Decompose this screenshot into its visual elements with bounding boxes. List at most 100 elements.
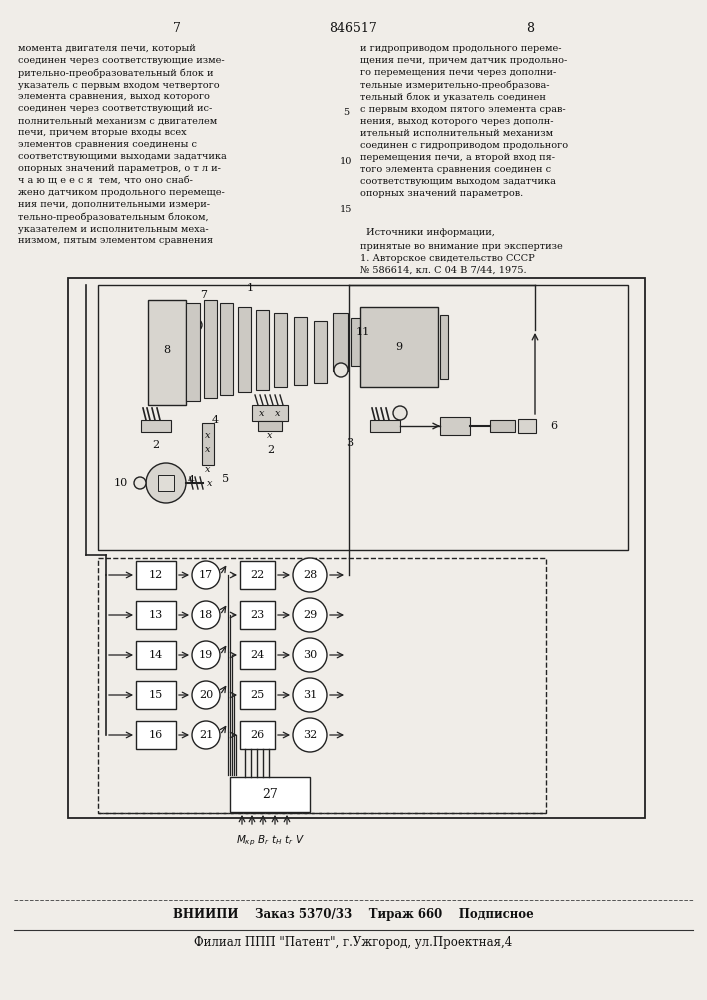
Circle shape	[190, 319, 202, 331]
Text: 13: 13	[149, 610, 163, 620]
Bar	[314, 321, 327, 383]
Bar	[240, 641, 275, 669]
Text: 6: 6	[550, 421, 557, 431]
Text: 2: 2	[267, 445, 274, 455]
Bar	[240, 721, 275, 749]
Text: ВНИИПИ    Заказ 5370/33    Тираж 660    Подписное: ВНИИПИ Заказ 5370/33 Тираж 660 Подписное	[173, 908, 533, 921]
Text: 22: 22	[250, 570, 264, 580]
Text: 28: 28	[303, 570, 317, 580]
Text: x: x	[259, 408, 264, 418]
Text: x: x	[207, 479, 213, 488]
Text: 32: 32	[303, 730, 317, 740]
Bar	[136, 641, 176, 669]
Bar	[360, 307, 438, 387]
Text: 24: 24	[250, 650, 264, 660]
Bar	[98, 558, 546, 813]
Bar	[240, 681, 275, 709]
Bar	[204, 300, 217, 398]
Bar	[351, 318, 366, 366]
Bar	[136, 601, 176, 629]
Circle shape	[192, 601, 220, 629]
Text: 10: 10	[114, 478, 128, 488]
Text: 8: 8	[163, 345, 170, 355]
Text: момента двигателя печи, который
соединен через соответствующие изме-
рительно-пр: момента двигателя печи, который соединен…	[18, 44, 227, 245]
Circle shape	[393, 406, 407, 420]
Text: 27: 27	[262, 788, 278, 801]
Text: 11: 11	[356, 327, 370, 337]
Bar	[256, 310, 269, 390]
Text: $M_{\kappa p}\ \mathit{B}_r\ t_H\ t_r\ V$: $M_{\kappa p}\ \mathit{B}_r\ t_H\ t_r\ V…	[235, 834, 305, 848]
Bar	[238, 307, 251, 392]
Text: 1: 1	[247, 283, 254, 293]
Circle shape	[205, 319, 217, 331]
Bar	[240, 601, 275, 629]
Text: 26: 26	[250, 730, 264, 740]
Bar	[490, 420, 515, 432]
Bar	[186, 303, 200, 401]
Bar	[141, 420, 171, 432]
Bar	[440, 315, 448, 379]
Bar	[294, 317, 307, 385]
Text: 2: 2	[153, 440, 160, 450]
Bar	[68, 278, 645, 818]
Text: 4: 4	[211, 415, 218, 425]
Text: 15: 15	[340, 205, 352, 214]
Text: 5: 5	[343, 108, 349, 117]
Bar	[148, 300, 186, 405]
Circle shape	[293, 558, 327, 592]
Bar	[518, 419, 536, 433]
Text: и гидроприводом продольного переме-
щения печи, причем датчик продольно-
го пере: и гидроприводом продольного переме- щени…	[360, 44, 568, 198]
Text: 19: 19	[199, 650, 213, 660]
Bar	[230, 777, 310, 812]
Text: 3: 3	[346, 438, 354, 448]
Text: 18: 18	[199, 610, 213, 620]
Text: x: x	[267, 430, 273, 440]
Circle shape	[293, 598, 327, 632]
Circle shape	[146, 463, 186, 503]
Text: x: x	[205, 466, 211, 475]
Text: 846517: 846517	[329, 22, 377, 35]
Bar	[158, 475, 174, 491]
Circle shape	[192, 681, 220, 709]
Circle shape	[192, 641, 220, 669]
Text: Источники информации,: Источники информации,	[366, 228, 494, 237]
Text: 10: 10	[340, 157, 352, 166]
Circle shape	[192, 721, 220, 749]
Text: 30: 30	[303, 650, 317, 660]
Bar	[202, 423, 214, 465]
Text: 9: 9	[395, 342, 402, 352]
Bar	[440, 417, 470, 435]
Bar	[274, 313, 287, 387]
Text: 7: 7	[173, 22, 181, 35]
Bar	[136, 561, 176, 589]
Text: 8: 8	[526, 22, 534, 35]
Text: 17: 17	[199, 570, 213, 580]
Text: 15: 15	[149, 690, 163, 700]
Text: 5: 5	[222, 474, 229, 484]
Bar	[252, 405, 288, 421]
Text: 29: 29	[303, 610, 317, 620]
Bar	[220, 303, 233, 395]
Text: x: x	[275, 408, 281, 418]
Text: Филиал ППП "Патент", г.Ужгород, ул.Проектная,4: Филиал ППП "Патент", г.Ужгород, ул.Проек…	[194, 936, 512, 949]
Bar	[98, 285, 628, 550]
Text: x: x	[205, 446, 211, 454]
Bar	[240, 561, 275, 589]
Text: x: x	[205, 430, 211, 440]
Text: 16: 16	[149, 730, 163, 740]
Bar	[258, 421, 282, 431]
Bar	[136, 721, 176, 749]
Text: 31: 31	[303, 690, 317, 700]
Circle shape	[192, 561, 220, 589]
Circle shape	[134, 477, 146, 489]
Text: 25: 25	[250, 690, 264, 700]
Text: 12: 12	[149, 570, 163, 580]
Text: 4: 4	[188, 475, 195, 485]
Bar	[136, 681, 176, 709]
Text: 14: 14	[149, 650, 163, 660]
Circle shape	[293, 638, 327, 672]
Circle shape	[334, 363, 348, 377]
Text: 20: 20	[199, 690, 213, 700]
Circle shape	[293, 678, 327, 712]
Text: 23: 23	[250, 610, 264, 620]
